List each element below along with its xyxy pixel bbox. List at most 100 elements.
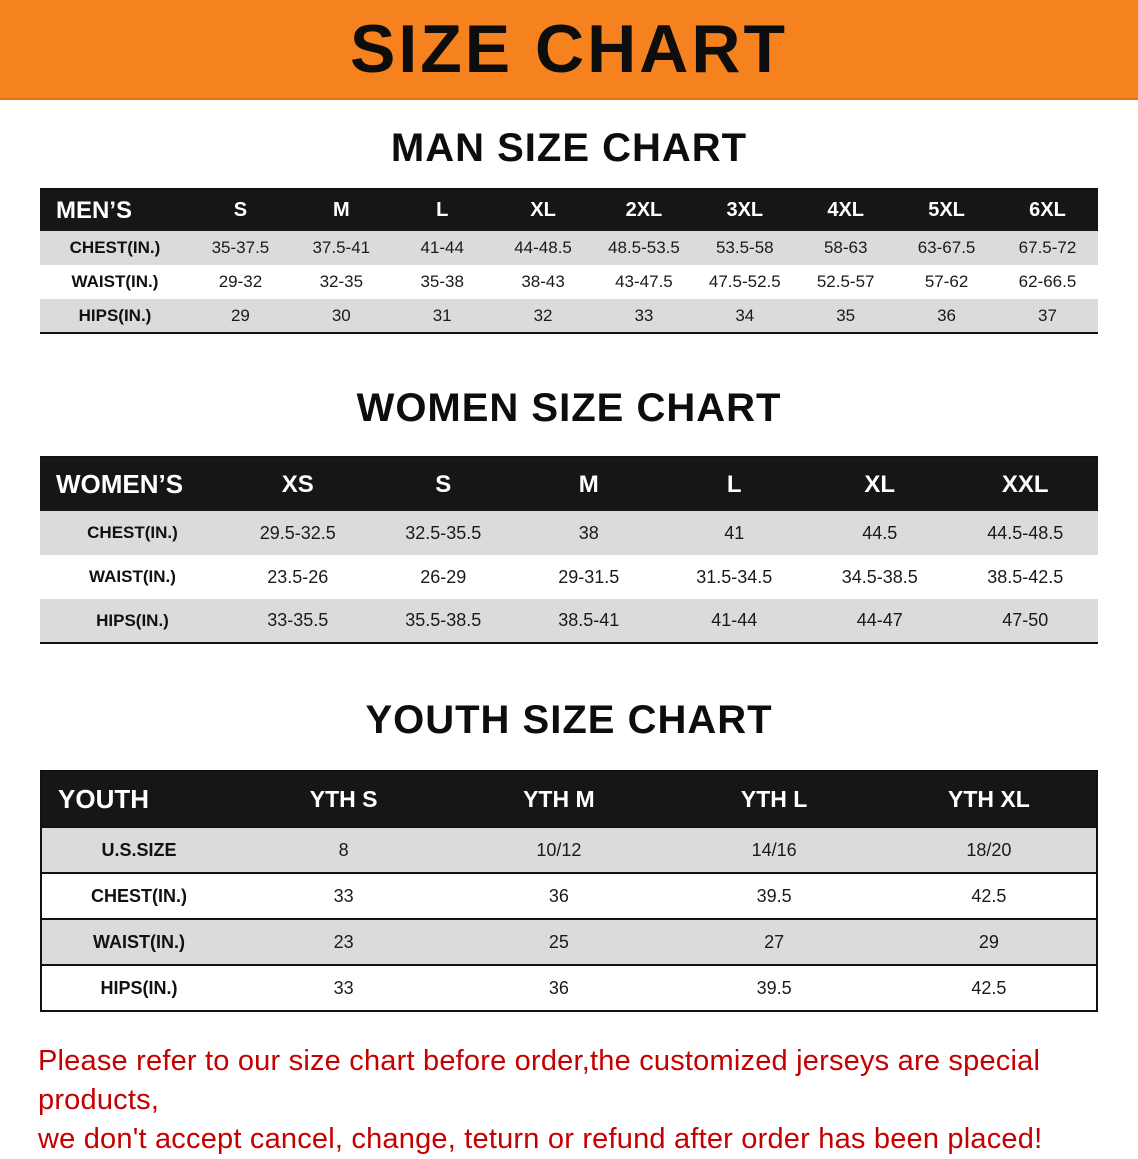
size-value-cell: 18/20	[966, 839, 1012, 860]
row-label: WAIST(IN.)	[89, 567, 176, 586]
table-row: CHEST(IN.) 33 36 39.5 42.5	[41, 873, 1097, 919]
size-column-header: M	[290, 189, 392, 231]
size-value-cell: 41-44	[711, 610, 758, 630]
page-title: SIZE CHART	[350, 11, 788, 87]
size-column-header: 4XL	[795, 189, 897, 231]
table-title-cell: YOUTH	[41, 771, 236, 827]
table-header-row: MEN’S S M L XL 2XL 3XL 4XL 5XL 6XL	[40, 189, 1098, 231]
size-value-cell: 38-43	[521, 272, 565, 291]
size-column-header: XS	[225, 457, 371, 511]
size-value-cell: 44-48.5	[514, 238, 572, 257]
size-value-cell: 32.5-35.5	[405, 522, 482, 543]
size-value-cell: 53.5-58	[715, 238, 774, 257]
size-column-header: XL	[807, 457, 953, 511]
disclaimer-line-1: Please refer to our size chart before or…	[38, 1045, 1041, 1117]
size-value-cell: 62-66.5	[1018, 272, 1077, 291]
size-value-cell: 67.5-72	[1018, 238, 1077, 257]
table-row: WAIST(IN.) 23 25 27 29	[41, 919, 1097, 965]
row-label: U.S.SIZE	[101, 839, 177, 860]
size-value-cell: 37.5-41	[312, 238, 371, 257]
disclaimer-line-2: we don't accept cancel, change, teturn o…	[38, 1123, 1043, 1156]
size-value-cell: 63-67.5	[917, 238, 976, 257]
row-label: CHEST(IN.)	[69, 238, 161, 257]
table-row: HIPS(IN.) 33-35.5 35.5-38.5 38.5-41 41-44 44-…	[40, 599, 1098, 643]
size-value-cell: 35-37.5	[211, 238, 270, 257]
size-value-cell: 8	[338, 839, 349, 860]
size-column-header: XXL	[952, 457, 1098, 511]
size-value-cell: 58-63	[823, 238, 868, 257]
size-value-cell: 39.5	[756, 977, 792, 998]
size-value-cell: 29.5-32.5	[259, 522, 336, 543]
size-value-cell: 31	[432, 305, 452, 325]
size-value-cell: 23.5-26	[267, 566, 329, 587]
size-column-header: L	[391, 189, 493, 231]
women-section-heading: WOMEN SIZE CHART	[356, 386, 782, 430]
size-value-cell: 31.5-34.5	[696, 566, 773, 587]
size-column-header: YTH M	[451, 771, 667, 827]
size-value-cell: 41	[724, 522, 745, 543]
size-value-cell: 33-35.5	[267, 610, 329, 630]
size-column-header: 6XL	[997, 189, 1098, 231]
row-label: HIPS(IN.)	[78, 305, 152, 325]
row-label: CHEST(IN.)	[87, 523, 178, 542]
size-column-header: 2XL	[593, 189, 695, 231]
size-column-header: YTH XL	[881, 771, 1097, 827]
size-value-cell: 44.5-48.5	[987, 522, 1064, 543]
table-row: U.S.SIZE 8 10/12 14/16 18/20	[41, 827, 1097, 873]
size-value-cell: 35	[836, 305, 856, 325]
size-value-cell: 29-31.5	[558, 566, 620, 587]
table-header-row: WOMEN’S XS S M L XL XXL	[40, 457, 1098, 511]
size-value-cell: 25	[548, 931, 569, 952]
size-value-cell: 57-62	[924, 272, 969, 291]
size-value-cell: 33	[333, 977, 354, 998]
size-value-cell: 29-32	[218, 272, 263, 291]
size-value-cell: 10/12	[536, 839, 582, 860]
size-value-cell: 48.5-53.5	[608, 238, 680, 257]
size-column-header: 3XL	[694, 189, 796, 231]
size-value-cell: 33	[634, 305, 654, 325]
youth-section-heading: YOUTH SIZE CHART	[365, 698, 773, 742]
size-column-header: YTH L	[666, 771, 882, 827]
size-value-cell: 35.5-38.5	[405, 610, 482, 630]
size-column-header: M	[516, 457, 662, 511]
size-value-cell: 23	[333, 931, 354, 952]
size-value-cell: 29	[978, 931, 999, 952]
table-row: CHEST(IN.) 29.5-32.5 32.5-35.5 38 41 44.5 44.5…	[40, 511, 1098, 555]
size-value-cell: 41-44	[420, 238, 464, 257]
size-value-cell: 32	[533, 305, 553, 325]
row-label: WAIST(IN.)	[93, 931, 185, 952]
disclaimer-text: Please refer to our size chart before or…	[38, 1042, 1100, 1159]
men-size-table: MEN’S S M L XL 2XL 3XL 4XL 5XL 6XL CHEST(IN.) 35-37…	[40, 188, 1098, 334]
table-row: WAIST(IN.) 29-32 32-35 35-38 38-43 43-47.5 47.…	[40, 265, 1098, 299]
table-row: CHEST(IN.) 35-37.5 37.5-41 41-44 44-48.5 48.5…	[40, 231, 1098, 265]
size-column-header: 5XL	[896, 189, 997, 231]
women-size-table: WOMEN’S XS S M L XL XXL CHEST(IN.) 29.5-32.5 32.5…	[40, 456, 1098, 644]
row-label: WAIST(IN.)	[71, 272, 159, 291]
size-column-header: L	[661, 457, 807, 511]
size-value-cell: 26-29	[420, 566, 467, 587]
size-value-cell: 47.5-52.5	[708, 272, 781, 291]
size-value-cell: 36	[548, 885, 569, 906]
size-column-header: S	[370, 457, 516, 511]
size-value-cell: 38	[578, 522, 599, 543]
size-value-cell: 27	[764, 931, 785, 952]
size-value-cell: 36	[548, 977, 569, 998]
size-value-cell: 14/16	[751, 839, 797, 860]
table-title-cell: MEN’S	[40, 189, 190, 231]
size-chart-banner: SIZE CHART	[0, 0, 1138, 100]
size-value-cell: 42.5	[971, 885, 1007, 906]
table-title-cell: WOMEN’S	[40, 457, 225, 511]
size-value-cell: 44.5	[862, 522, 898, 543]
table-row: WAIST(IN.) 23.5-26 26-29 29-31.5 31.5-34.5 34…	[40, 555, 1098, 599]
size-value-cell: 47-50	[1002, 610, 1049, 630]
size-value-cell: 30	[331, 305, 351, 325]
size-value-cell: 32-35	[319, 272, 364, 291]
size-value-cell: 42.5	[971, 977, 1007, 998]
row-label: CHEST(IN.)	[91, 885, 187, 906]
size-value-cell: 34	[735, 305, 755, 325]
size-column-header: YTH S	[236, 771, 452, 827]
size-value-cell: 29	[230, 305, 250, 325]
size-value-cell: 36	[937, 305, 957, 325]
size-value-cell: 43-47.5	[615, 272, 673, 291]
youth-size-table: YOUTH YTH S YTH M YTH L YTH XL U.S.SIZE 8 10/12…	[40, 770, 1098, 1012]
